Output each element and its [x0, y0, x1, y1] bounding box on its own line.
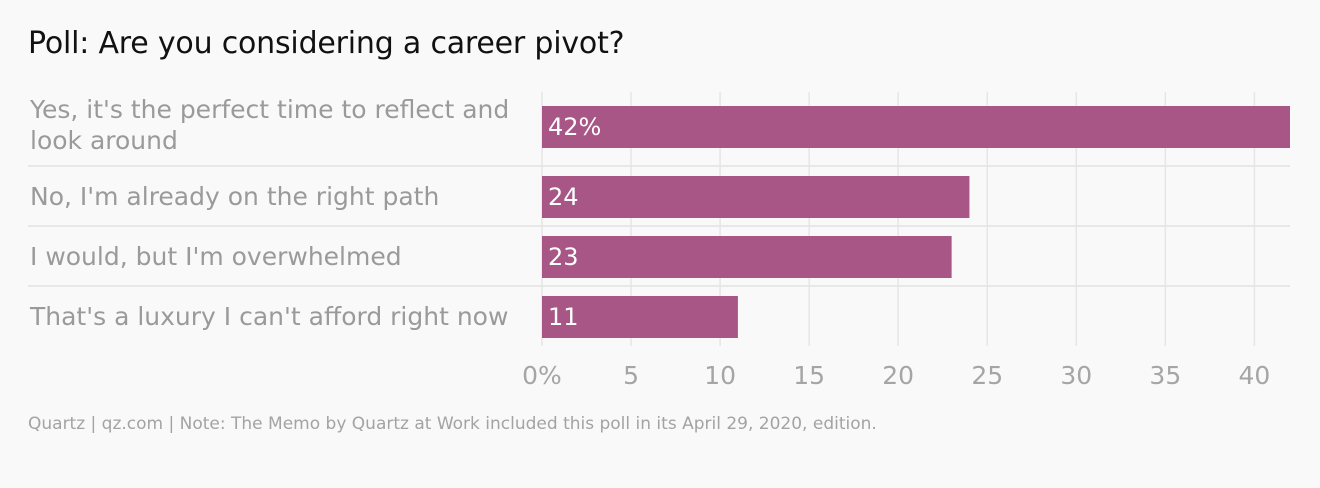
data-label: 23	[548, 243, 579, 271]
row-separators	[28, 165, 1290, 287]
category-label: No, I'm already on the right path	[30, 182, 439, 211]
x-tick-label: 15	[793, 361, 825, 390]
x-tick-label: 20	[882, 361, 914, 390]
bar	[542, 236, 952, 278]
x-tick-label: 35	[1149, 361, 1181, 390]
chart-title: Poll: Are you considering a career pivot…	[28, 26, 625, 61]
data-label: 24	[548, 183, 579, 211]
bar-chart: 42% 24 23 11 Yes, it's the perfect time to …	[28, 92, 1290, 390]
x-tick-label: 30	[1060, 361, 1092, 390]
x-tick-label: 0%	[522, 361, 562, 390]
category-label: Yes, it's the perfect time to reflect an…	[29, 95, 509, 155]
bar	[542, 176, 970, 218]
x-tick-label: 40	[1238, 361, 1270, 390]
source-note: Quartz | qz.com | Note: The Memo by Quar…	[28, 414, 877, 434]
bar	[542, 296, 738, 338]
data-label: 11	[548, 303, 579, 331]
category-label: That's a luxury I can't afford right now	[29, 302, 508, 331]
bar	[542, 106, 1290, 148]
category-label: I would, but I'm overwhelmed	[30, 242, 402, 271]
x-tick-label: 10	[704, 361, 736, 390]
bars: 42% 24 23 11	[542, 106, 1290, 338]
x-tick-label: 5	[623, 361, 639, 390]
x-axis-ticks: 0% 5 10 15 20 25 30 35 40	[522, 361, 1270, 390]
data-label: 42%	[548, 113, 601, 141]
x-tick-label: 25	[971, 361, 1003, 390]
category-labels: Yes, it's the perfect time to reflect an…	[29, 95, 509, 331]
